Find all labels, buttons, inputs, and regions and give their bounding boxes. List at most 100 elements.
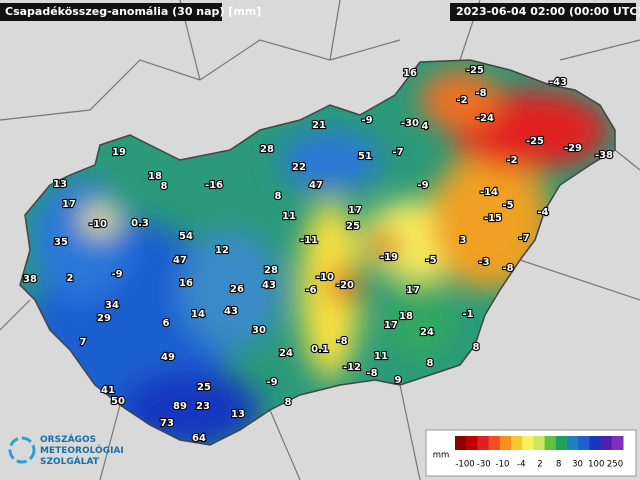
station-value: -30	[401, 118, 419, 129]
legend-label: -100	[455, 460, 474, 470]
station-value: 7	[80, 337, 87, 348]
station-value: -8	[366, 368, 377, 379]
station-value: 17	[348, 205, 362, 216]
station-value: 30	[252, 325, 266, 336]
time-bar	[450, 3, 636, 21]
station-value: 16	[403, 68, 417, 79]
station-value: 28	[260, 144, 274, 155]
station-value: 12	[215, 245, 229, 256]
station-value: 6	[163, 318, 170, 329]
station-value: -43	[549, 77, 567, 88]
station-value: -25	[466, 65, 484, 76]
legend-swatch	[533, 436, 546, 450]
station-value: -6	[305, 285, 316, 296]
legend-swatch	[578, 436, 590, 450]
station-value: -14	[480, 187, 498, 198]
station-value: 11	[374, 351, 388, 362]
station-value: 8	[427, 358, 434, 369]
logo: ORSZÁGOS METEOROLÓGIAI SZOLGÁLAT	[8, 433, 124, 467]
legend-swatch	[600, 436, 613, 450]
legend-swatch	[466, 436, 478, 450]
station-value: 2	[67, 273, 74, 284]
station-value: 19	[112, 147, 126, 158]
legend-swatch	[522, 436, 534, 450]
station-value: 13	[53, 179, 67, 190]
legend-swatch	[611, 436, 624, 450]
legend-label: 100	[588, 460, 604, 470]
station-value: -8	[475, 88, 486, 99]
station-value: 16	[179, 278, 193, 289]
station-value: 4	[422, 121, 429, 132]
station-value: 73	[160, 418, 174, 429]
legend-swatch	[555, 436, 568, 450]
station-value: 11	[282, 211, 296, 222]
legend: -100 -30 -10 -4 2 8 30 100 250	[455, 436, 624, 470]
legend-swatch	[488, 436, 501, 450]
station-value: -15	[484, 213, 502, 224]
station-value: -20	[336, 280, 354, 291]
station-value: -5	[502, 200, 513, 211]
station-value: 8	[275, 191, 282, 202]
station-value: -8	[336, 336, 347, 347]
station-value: -2	[456, 95, 467, 106]
station-value: -5	[425, 255, 436, 266]
legend-label: 8	[556, 460, 561, 470]
legend-label: 250	[607, 460, 623, 470]
station-value: -4	[537, 207, 548, 218]
station-value: -11	[300, 235, 318, 246]
legend-swatch	[567, 436, 579, 450]
station-value: -29	[564, 143, 582, 154]
legend-swatch	[499, 436, 512, 450]
station-value: 50	[111, 396, 125, 407]
station-value: 41	[101, 385, 115, 396]
legend-label: -4	[517, 460, 525, 470]
station-value: -9	[111, 269, 122, 280]
legend-label: -10	[496, 460, 510, 470]
legend-label: 2	[537, 460, 542, 470]
station-value: 3	[460, 235, 467, 246]
station-value: -19	[380, 252, 398, 263]
station-value: -10	[316, 272, 334, 283]
station-value: 49	[161, 352, 175, 363]
station-value: 24	[420, 327, 434, 338]
station-value: 14	[191, 309, 205, 320]
station-value: -8	[502, 263, 513, 274]
logo-line: SZOLGÁLAT	[40, 455, 100, 467]
station-value: 21	[312, 120, 326, 131]
legend-label: 30	[572, 460, 583, 470]
station-value: 8	[473, 342, 480, 353]
station-value: -9	[266, 377, 277, 388]
station-value: 18	[399, 311, 413, 322]
logo-line: METEOROLÓGIAI	[40, 444, 124, 456]
station-value: -24	[476, 113, 494, 124]
station-value: 35	[54, 237, 68, 248]
station-value: -2	[506, 155, 517, 166]
station-value: -1	[462, 309, 473, 320]
station-value: -10	[89, 219, 107, 230]
station-value: 17	[406, 285, 420, 296]
station-value: -12	[343, 362, 361, 373]
station-value: 43	[224, 306, 238, 317]
station-value: 47	[309, 180, 323, 191]
station-value: 17	[384, 320, 398, 331]
station-value: 34	[105, 300, 119, 311]
station-value: 29	[97, 313, 111, 324]
legend-swatch	[589, 436, 602, 450]
station-value: 25	[346, 221, 360, 232]
station-value: 43	[262, 280, 276, 291]
station-value: 47	[173, 255, 187, 266]
legend-swatch	[544, 436, 557, 450]
station-value: 9	[395, 375, 402, 386]
station-value: 23	[196, 401, 210, 412]
logo-mark	[8, 436, 36, 464]
station-value: 38	[23, 274, 37, 285]
title: Csapadékösszeg-anomália (30 nap) [mm]	[5, 5, 261, 18]
station-value: 64	[192, 433, 206, 444]
station-value: 24	[279, 348, 293, 359]
station-value: -9	[361, 115, 372, 126]
legend-swatch	[455, 436, 467, 450]
legend-swatch	[477, 436, 490, 450]
logo-line: ORSZÁGOS	[40, 433, 96, 445]
